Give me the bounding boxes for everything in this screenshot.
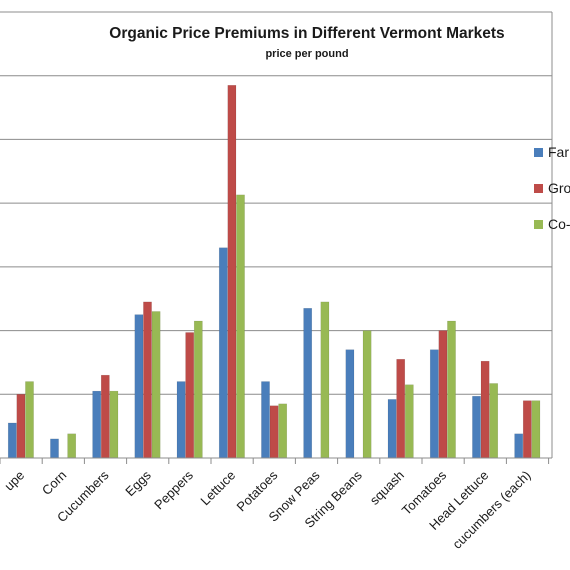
bar	[50, 438, 59, 459]
bars	[7, 85, 541, 459]
bar	[185, 332, 195, 459]
legend: Far Gro Co-	[534, 144, 570, 232]
legend-swatch	[534, 148, 543, 157]
bar	[269, 405, 279, 459]
bar	[7, 422, 17, 459]
bar	[227, 85, 237, 459]
bar	[404, 384, 414, 459]
chart-title: Organic Price Premiums in Different Verm…	[109, 25, 504, 42]
bar	[429, 349, 439, 459]
bar	[100, 374, 110, 459]
bar	[193, 320, 203, 459]
x-axis	[0, 457, 552, 464]
bar	[109, 390, 119, 459]
legend-label: Gro	[548, 180, 570, 196]
bar	[514, 433, 524, 459]
bar	[447, 320, 456, 459]
bar	[362, 330, 372, 459]
bar	[236, 194, 245, 459]
legend-label: Far	[548, 144, 569, 160]
chart-subtitle: price per pound	[265, 48, 348, 60]
bar	[151, 311, 161, 459]
bar	[320, 301, 330, 459]
bar	[303, 308, 313, 459]
gridlines	[0, 11, 553, 458]
bar	[16, 394, 26, 459]
legend-swatch	[534, 184, 543, 193]
bar	[531, 400, 541, 459]
bar	[218, 247, 228, 459]
bar	[396, 358, 406, 459]
bar	[345, 349, 355, 459]
bar	[67, 433, 77, 459]
bar	[472, 395, 481, 459]
bar	[522, 400, 532, 459]
bar	[387, 399, 397, 459]
bar	[176, 381, 186, 459]
bar	[92, 390, 102, 459]
legend-label: Co-	[548, 216, 570, 232]
legend-swatch	[534, 220, 543, 229]
bar	[489, 383, 499, 459]
bar	[134, 314, 144, 459]
bar	[25, 381, 34, 459]
bar	[143, 301, 152, 459]
bar	[480, 360, 490, 459]
bar	[261, 381, 270, 459]
bar	[438, 330, 448, 459]
bar	[278, 403, 288, 459]
